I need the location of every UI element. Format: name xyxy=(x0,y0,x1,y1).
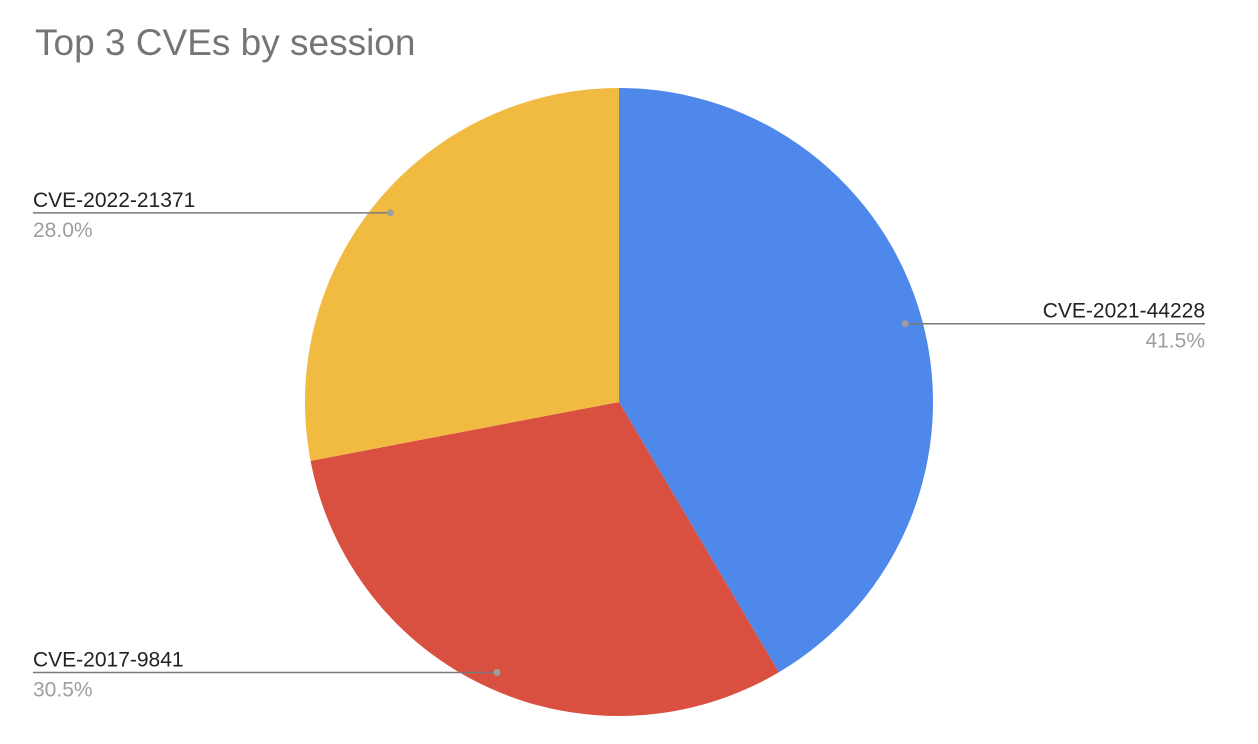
pie-slice[interactable] xyxy=(305,88,619,461)
slice-label: CVE-2021-44228 xyxy=(1043,300,1205,323)
slice-label: CVE-2017-9841 xyxy=(33,648,184,671)
callout-dot xyxy=(493,668,501,676)
slice-percent-label: 41.5% xyxy=(1145,330,1205,353)
slice-percent-label: 28.0% xyxy=(33,219,93,242)
chart-title: Top 3 CVEs by session xyxy=(35,22,415,63)
pie-slice[interactable] xyxy=(619,88,933,673)
callout-dot xyxy=(386,209,394,217)
slice-percent-label: 30.5% xyxy=(33,678,93,701)
callout-dot xyxy=(901,320,909,328)
pie-slice[interactable] xyxy=(310,402,779,716)
slice-label: CVE-2022-21371 xyxy=(33,189,195,212)
